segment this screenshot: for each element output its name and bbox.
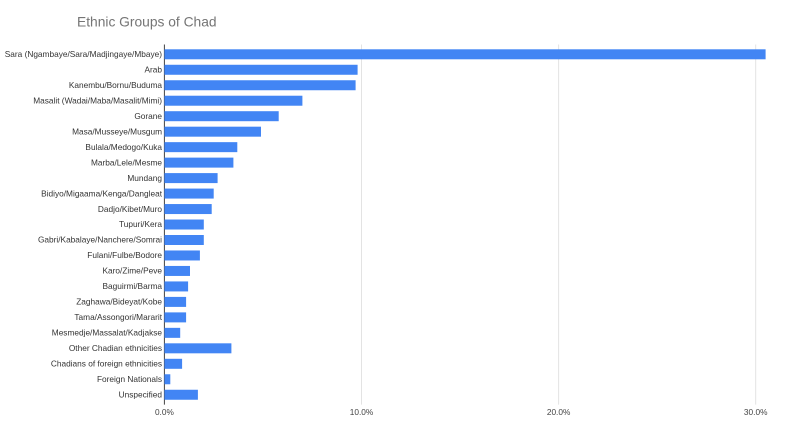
svg-text:Mundang: Mundang [127,173,162,183]
svg-text:Karo/Zime/Peve: Karo/Zime/Peve [103,266,163,276]
svg-text:Dadjo/Kibet/Muro: Dadjo/Kibet/Muro [98,204,162,214]
svg-text:Bidiyo/Migaama/Kenga/Dangleat: Bidiyo/Migaama/Kenga/Dangleat [41,188,163,198]
svg-text:Masalit (Wadai/Maba/Masalit/Mi: Masalit (Wadai/Maba/Masalit/Mimi) [33,95,162,105]
svg-text:Zaghawa/Bideyat/Kobe: Zaghawa/Bideyat/Kobe [76,297,162,307]
svg-text:Unspecified: Unspecified [119,389,163,399]
svg-text:Mesmedje/Massalat/Kadjakse: Mesmedje/Massalat/Kadjakse [52,328,163,338]
svg-text:Gorane: Gorane [134,111,162,121]
svg-text:Tama/Assongori/Mararit: Tama/Assongori/Mararit [74,312,162,322]
svg-text:Arab: Arab [144,64,162,74]
svg-text:Gabri/Kabalaye/Nanchere/Somrai: Gabri/Kabalaye/Nanchere/Somrai [38,235,162,245]
svg-text:20.0%: 20.0% [547,407,571,417]
svg-text:0.0%: 0.0% [155,407,175,417]
svg-text:Kanembu/Bornu/Buduma: Kanembu/Bornu/Buduma [69,80,163,90]
svg-text:Bulala/Medogo/Kuka: Bulala/Medogo/Kuka [85,142,162,152]
svg-text:Ethnic Groups of Chad: Ethnic Groups of Chad [77,15,217,30]
svg-text:Baguirmi/Barma: Baguirmi/Barma [103,281,163,291]
svg-text:Marba/Lele/Mesme: Marba/Lele/Mesme [91,157,162,167]
svg-text:30.0%: 30.0% [744,407,768,417]
svg-text:Fulani/Fulbe/Bodore: Fulani/Fulbe/Bodore [87,250,162,260]
svg-text:Sara (Ngambaye/Sara/Madjingaye: Sara (Ngambaye/Sara/Madjingaye/Mbaye) [5,49,162,59]
svg-text:Tupuri/Kera: Tupuri/Kera [119,219,162,229]
svg-text:Masa/Musseye/Musgum: Masa/Musseye/Musgum [72,126,162,136]
svg-text:Chadians of foreign ethnicitie: Chadians of foreign ethnicities [51,359,162,369]
svg-text:Other Chadian ethnicities: Other Chadian ethnicities [69,343,162,353]
svg-text:10.0%: 10.0% [350,407,374,417]
svg-text:Foreign Nationals: Foreign Nationals [97,374,162,384]
